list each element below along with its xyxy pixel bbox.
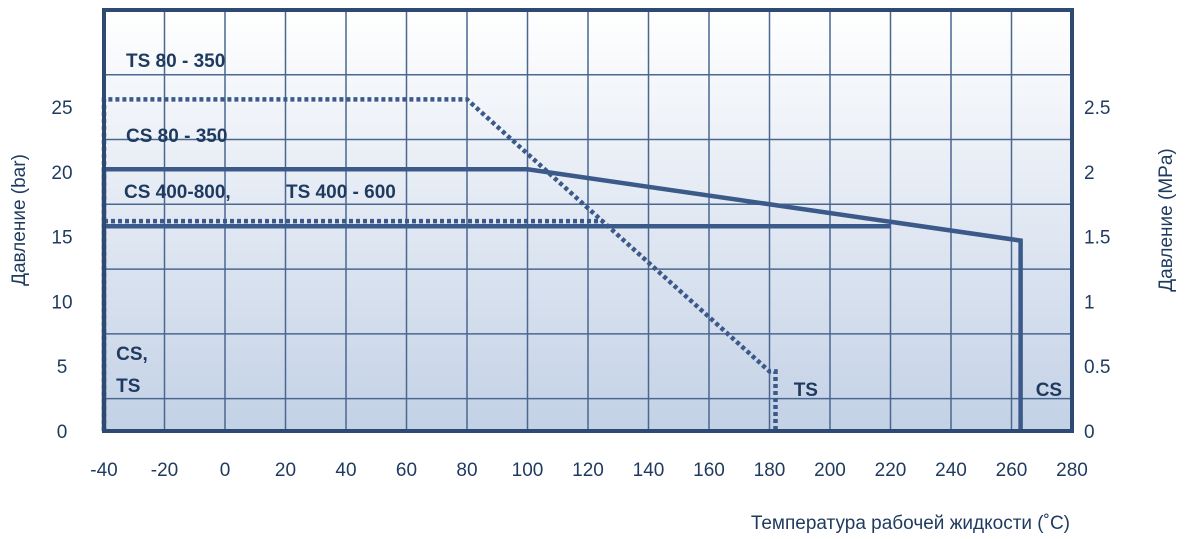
y-left-tick-label: 20: [51, 163, 72, 184]
x-tick-label: -20: [151, 460, 178, 481]
annotation-label: TS: [116, 376, 140, 397]
x-tick-label: 180: [754, 460, 786, 481]
y-left-tick-label: 25: [51, 98, 72, 119]
x-tick-label: 280: [1056, 460, 1088, 481]
y-right-tick-label: 0.5: [1084, 357, 1110, 378]
series-label: TS 400 - 600: [286, 182, 396, 203]
x-tick-label: 60: [396, 460, 417, 481]
x-tick-label: 120: [572, 460, 604, 481]
plot-frame: [102, 8, 1074, 433]
x-tick-label: 100: [512, 460, 544, 481]
y-right-tick-label: 2.5: [1084, 98, 1110, 119]
x-tick-label: 200: [814, 460, 846, 481]
y-left-tick-label: 10: [51, 292, 72, 313]
y-left-tick-labels: 0 5 10 15 20 25: [51, 98, 72, 443]
y-left-tick-label: 5: [57, 357, 68, 378]
y-left-axis-title: Давление (bar): [9, 154, 30, 286]
annotation-label: CS: [1036, 380, 1062, 401]
x-tick-label: 140: [633, 460, 665, 481]
x-tick-label: 0: [220, 460, 231, 481]
grid: [104, 10, 1072, 431]
y-right-tick-label: 0: [1084, 422, 1095, 443]
y-left-tick-label: 15: [51, 228, 72, 249]
x-tick-label: 260: [996, 460, 1028, 481]
annotation-label: TS: [794, 380, 818, 401]
y-left-tick-label: 0: [57, 422, 68, 443]
series-label: CS 400-800,: [124, 182, 231, 203]
x-tick-label: 240: [935, 460, 967, 481]
x-tick-label: 20: [275, 460, 296, 481]
x-tick-label: 80: [456, 460, 477, 481]
x-tick-label: 220: [875, 460, 907, 481]
y-right-tick-label: 1: [1084, 292, 1095, 313]
y-right-axis-title: Давление (MPa): [1156, 148, 1177, 291]
series-labels: TS 80 - 350 CS 80 - 350 CS 400-800, TS 400 …: [116, 51, 1062, 401]
y-right-tick-label: 1.5: [1084, 228, 1110, 249]
series-label: TS 80 - 350: [126, 51, 225, 72]
x-tick-labels: -40 -20 0 20 40 60 80 100 120 140 160 180 200 220 240 2…: [90, 460, 1088, 481]
y-right-tick-label: 2: [1084, 163, 1095, 184]
annotation-label: CS,: [116, 344, 148, 365]
x-axis-title: Температура рабочей жидкости (˚C): [751, 513, 1070, 534]
series-label: CS 80 - 350: [126, 126, 227, 147]
x-tick-label: 40: [335, 460, 356, 481]
x-tick-label: -40: [90, 460, 117, 481]
y-right-tick-labels: 0 0.5 1 1.5 2 2.5: [1084, 98, 1110, 443]
x-tick-label: 160: [693, 460, 725, 481]
